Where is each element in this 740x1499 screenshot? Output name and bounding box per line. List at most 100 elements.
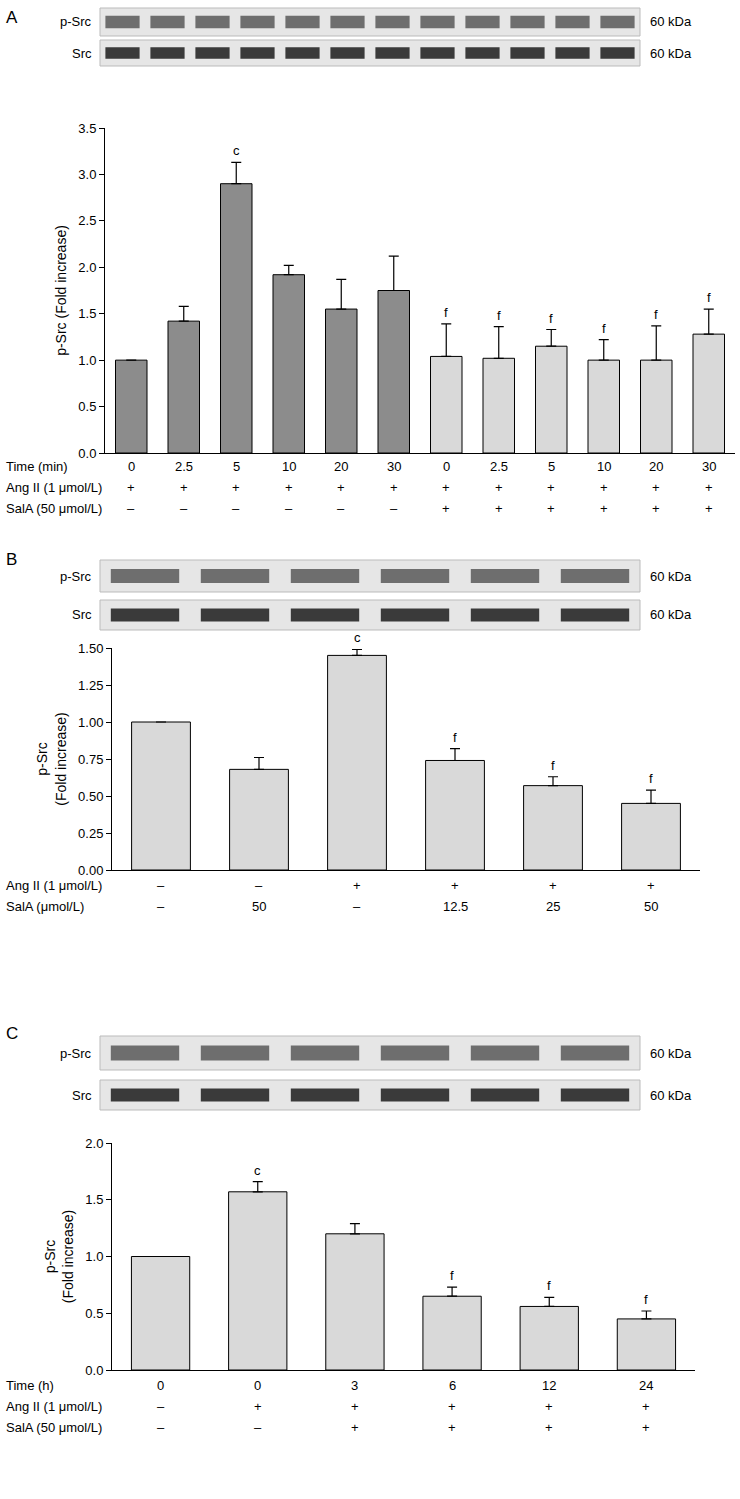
- svg-text:p-Src(Fold increase): p-Src(Fold increase): [34, 712, 68, 805]
- svg-text:60 kDa: 60 kDa: [650, 1046, 692, 1061]
- svg-text:–: –: [285, 501, 293, 516]
- svg-text:+: +: [545, 1420, 553, 1435]
- svg-text:f: f: [602, 321, 606, 336]
- svg-text:20: 20: [649, 459, 663, 474]
- svg-text:0.50: 0.50: [78, 789, 103, 804]
- svg-text:60 kDa: 60 kDa: [650, 607, 692, 622]
- svg-text:+: +: [647, 878, 655, 893]
- svg-text:+: +: [254, 1399, 262, 1414]
- svg-text:2.5: 2.5: [490, 459, 508, 474]
- svg-text:+: +: [448, 1420, 456, 1435]
- svg-text:1.00: 1.00: [78, 715, 103, 730]
- svg-text:–: –: [255, 878, 263, 893]
- svg-text:f: f: [644, 1292, 648, 1307]
- svg-text:25: 25: [546, 899, 560, 914]
- svg-text:–: –: [337, 501, 345, 516]
- svg-text:p-Src: p-Src: [60, 1046, 92, 1061]
- svg-text:f: f: [444, 305, 448, 320]
- svg-text:+: +: [549, 878, 557, 893]
- svg-text:SalA (μmol/L): SalA (μmol/L): [6, 899, 84, 914]
- svg-text:Ang II (1 μmol/L): Ang II (1 μmol/L): [6, 1399, 102, 1414]
- svg-text:0.25: 0.25: [78, 826, 103, 841]
- svg-text:f: f: [654, 307, 658, 322]
- svg-text:0.5: 0.5: [85, 1306, 103, 1321]
- svg-text:Time (min): Time (min): [6, 459, 68, 474]
- svg-text:3: 3: [351, 1378, 358, 1393]
- svg-text:30: 30: [387, 459, 401, 474]
- svg-text:2.0: 2.0: [78, 260, 96, 275]
- svg-text:f: f: [453, 730, 457, 745]
- svg-text:0: 0: [128, 459, 135, 474]
- svg-text:f: f: [497, 308, 501, 323]
- svg-text:A: A: [6, 8, 18, 27]
- svg-text:–: –: [157, 1420, 165, 1435]
- svg-text:60 kDa: 60 kDa: [650, 1088, 692, 1103]
- svg-text:50: 50: [644, 899, 658, 914]
- svg-text:–: –: [232, 501, 240, 516]
- svg-text:f: f: [551, 758, 555, 773]
- svg-text:–: –: [180, 501, 188, 516]
- svg-text:0.75: 0.75: [78, 752, 103, 767]
- svg-text:1.5: 1.5: [78, 306, 96, 321]
- svg-text:3.0: 3.0: [78, 167, 96, 182]
- svg-text:Src: Src: [72, 607, 92, 622]
- svg-text:+: +: [451, 878, 459, 893]
- svg-text:–: –: [254, 1420, 262, 1435]
- svg-text:30: 30: [702, 459, 716, 474]
- svg-text:–: –: [157, 878, 165, 893]
- svg-text:0: 0: [254, 1378, 261, 1393]
- svg-text:Src: Src: [72, 1088, 92, 1103]
- svg-text:+: +: [600, 501, 608, 516]
- svg-text:+: +: [285, 480, 293, 495]
- svg-text:24: 24: [639, 1378, 653, 1393]
- svg-text:50: 50: [252, 899, 266, 914]
- svg-text:Ang II (1 μmol/L): Ang II (1 μmol/L): [6, 480, 102, 495]
- svg-text:6: 6: [449, 1378, 456, 1393]
- svg-text:Time (h): Time (h): [6, 1378, 54, 1393]
- svg-text:Ang II (1 μmol/L): Ang II (1 μmol/L): [6, 878, 102, 893]
- svg-text:+: +: [495, 501, 503, 516]
- svg-text:+: +: [442, 501, 450, 516]
- svg-text:p-Src: p-Src: [60, 14, 92, 29]
- svg-text:+: +: [652, 480, 660, 495]
- svg-text:+: +: [337, 480, 345, 495]
- svg-text:+: +: [545, 1399, 553, 1414]
- svg-text:0.5: 0.5: [78, 399, 96, 414]
- svg-text:2.0: 2.0: [85, 1136, 103, 1151]
- svg-text:+: +: [547, 501, 555, 516]
- svg-text:c: c: [254, 1163, 261, 1178]
- svg-text:+: +: [442, 480, 450, 495]
- svg-text:2.5: 2.5: [78, 213, 96, 228]
- svg-text:+: +: [351, 1420, 359, 1435]
- svg-text:60 kDa: 60 kDa: [650, 14, 692, 29]
- svg-text:–: –: [157, 1399, 165, 1414]
- svg-text:0.0: 0.0: [78, 446, 96, 461]
- svg-text:SalA (50 μmol/L): SalA (50 μmol/L): [6, 501, 102, 516]
- svg-text:p-Src (Fold increase): p-Src (Fold increase): [53, 225, 69, 356]
- svg-text:–: –: [157, 899, 165, 914]
- svg-text:1.0: 1.0: [78, 353, 96, 368]
- svg-text:f: f: [549, 311, 553, 326]
- svg-text:+: +: [495, 480, 503, 495]
- svg-text:+: +: [127, 480, 135, 495]
- svg-text:5: 5: [233, 459, 240, 474]
- svg-text:–: –: [127, 501, 135, 516]
- svg-text:0.0: 0.0: [85, 1363, 103, 1378]
- svg-text:1.5: 1.5: [85, 1192, 103, 1207]
- svg-text:0: 0: [443, 459, 450, 474]
- svg-text:+: +: [180, 480, 188, 495]
- svg-text:1.25: 1.25: [78, 678, 103, 693]
- svg-text:+: +: [353, 878, 361, 893]
- svg-text:+: +: [705, 501, 713, 516]
- svg-text:+: +: [390, 480, 398, 495]
- svg-text:+: +: [547, 480, 555, 495]
- svg-text:+: +: [351, 1399, 359, 1414]
- svg-text:1.50: 1.50: [78, 641, 103, 656]
- svg-text:20: 20: [334, 459, 348, 474]
- svg-text:f: f: [450, 1268, 454, 1283]
- svg-text:C: C: [6, 1024, 18, 1043]
- svg-text:+: +: [642, 1420, 650, 1435]
- svg-text:f: f: [707, 290, 711, 305]
- svg-text:Src: Src: [72, 46, 92, 61]
- svg-text:f: f: [547, 1278, 551, 1293]
